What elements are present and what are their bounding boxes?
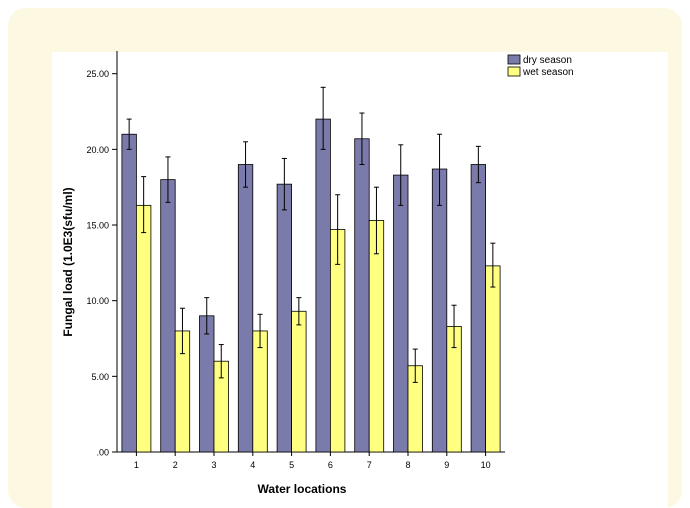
legend: dry season wet season <box>507 54 574 78</box>
error-bars-layer <box>126 86 496 383</box>
bar-dry-location-6 <box>315 118 331 453</box>
legend-swatch-dry-season <box>507 54 521 65</box>
tick-layer: .00 5.00 10.00 15.00 20.00 25.00 1 2 3 4 5 6 7 8 9 10 <box>86 69 490 470</box>
y-tick-label: 20.00 <box>86 145 109 155</box>
x-tick-label: 5 <box>289 460 294 470</box>
bar-dry-location-10 <box>470 164 487 453</box>
bar-wet-location-10 <box>485 265 501 453</box>
x-tick-label: 6 <box>328 460 333 470</box>
y-axis-label: Fungal load (1.0E3(sfu/ml) <box>61 187 75 336</box>
bar-dry-location-4 <box>237 164 254 453</box>
bar-wet-location-4 <box>252 330 268 453</box>
y-tick-label: 10.00 <box>86 296 109 306</box>
bar-dry-location-9 <box>431 168 448 453</box>
y-tick-label: 5.00 <box>91 372 109 382</box>
x-tick-label: 2 <box>173 460 178 470</box>
x-tick-label: 9 <box>444 460 449 470</box>
x-tick-label: 4 <box>250 460 255 470</box>
x-tick-label: 3 <box>211 460 216 470</box>
bar-wet-location-5 <box>291 310 307 453</box>
legend-swatch-wet-season <box>507 66 521 77</box>
bars-layer <box>121 118 501 453</box>
bar-dry-location-5 <box>276 183 293 453</box>
bar-wet-location-1 <box>135 204 152 453</box>
x-tick-label: 10 <box>481 460 491 470</box>
y-tick-label: .00 <box>96 448 109 458</box>
x-axis-label: Water locations <box>258 482 347 496</box>
legend-label-dry-season: dry season <box>523 55 572 66</box>
y-tick-label: 25.00 <box>86 69 109 79</box>
bar-dry-location-2 <box>160 179 176 453</box>
y-tick-label: 15.00 <box>86 221 109 231</box>
bar-dry-location-1 <box>121 133 137 453</box>
bar-dry-location-7 <box>354 138 370 453</box>
bar-dry-location-8 <box>393 174 409 453</box>
bar-dry-location-3 <box>199 315 215 453</box>
bar-wet-location-7 <box>368 220 385 453</box>
x-tick-label: 1 <box>134 460 139 470</box>
x-tick-label: 7 <box>367 460 372 470</box>
x-tick-label: 8 <box>405 460 410 470</box>
legend-label-wet-season: wet season <box>522 67 574 78</box>
